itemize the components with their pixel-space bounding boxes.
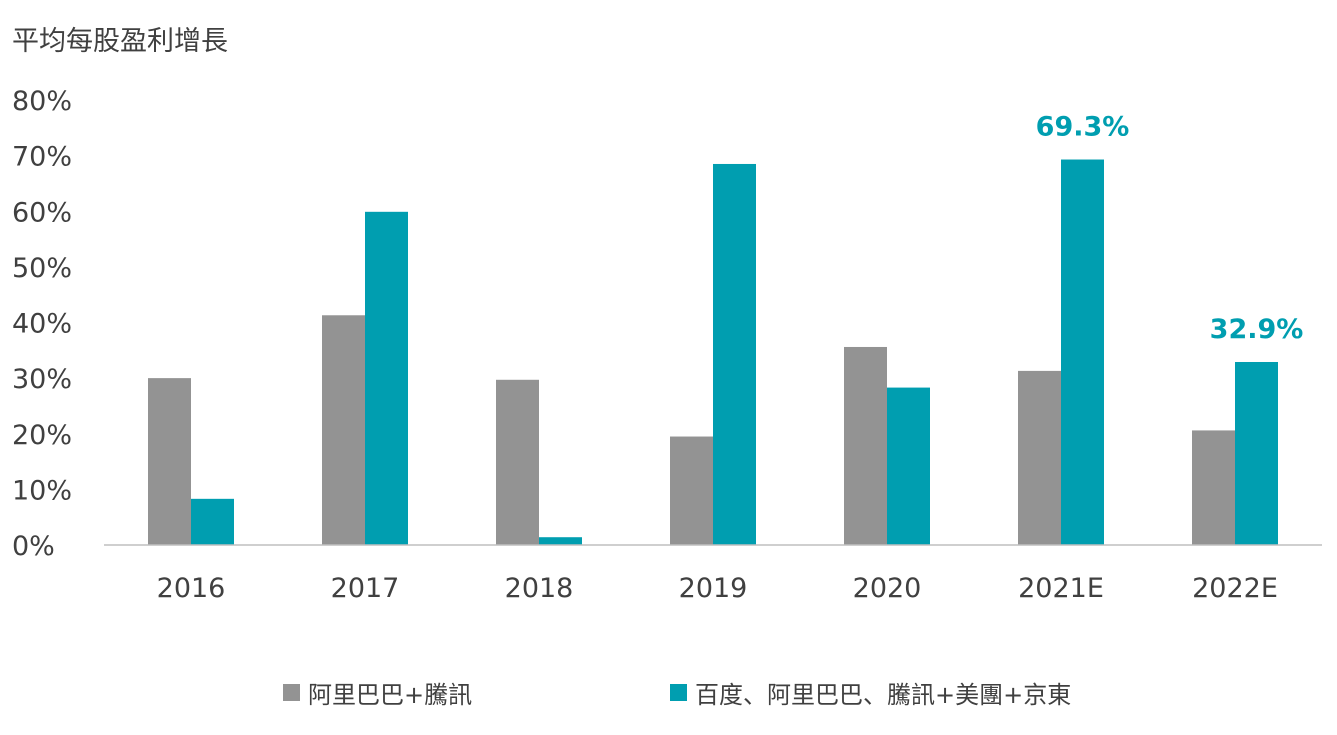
bar-2016-series-1 (148, 378, 191, 545)
legend-swatch-teal (670, 684, 687, 701)
bar-2022E-series-2 (1235, 361, 1278, 545)
legend-item-alibaba-tencent: 阿里巴巴+騰訊 (283, 675, 472, 710)
y-tick-label: 60% (12, 197, 72, 228)
x-tick-label: 2018 (505, 573, 574, 604)
bar-2022E-series-1 (1192, 430, 1235, 545)
bars-group (148, 159, 1278, 546)
x-tick-label: 2021E (1018, 573, 1104, 604)
y-tick-label: 80% (12, 86, 72, 117)
y-tick-label: 10% (12, 475, 72, 506)
legend: 阿里巴巴+騰訊 百度、阿里巴巴、騰訊+美團+京東 (0, 675, 1337, 715)
bar-2021E-series-1 (1018, 370, 1061, 545)
bar-chart: 平均每股盈利增長 0% 10% 20% 30% 40% 50% 60% 70% 80% 2016… (12, 26, 1322, 604)
bar-2020-series-1 (844, 346, 887, 545)
legend-label: 阿里巴巴+騰訊 (308, 681, 473, 709)
x-tick-label: 2022E (1192, 573, 1278, 604)
x-tick-label: 2019 (679, 573, 748, 604)
legend-label: 百度、阿里巴巴、騰訊+美團+京東 (695, 681, 1072, 709)
y-tick-label: 50% (12, 253, 72, 284)
y-tick-label: 20% (12, 420, 72, 451)
bar-2018-series-2 (539, 537, 582, 545)
data-label: 32.9% (1210, 314, 1304, 345)
legend-item-five-companies: 百度、阿里巴巴、騰訊+美團+京東 (670, 675, 1071, 710)
y-tick-label: 70% (12, 142, 72, 173)
bar-2019-series-2 (713, 163, 756, 545)
y-axis-ticks: 0% 10% 20% 30% 40% 50% 60% 70% 80% (12, 86, 72, 562)
data-label: 69.3% (1036, 112, 1130, 143)
bar-2017-series-2 (365, 211, 408, 545)
x-tick-label: 2020 (853, 573, 922, 604)
bar-2018-series-1 (496, 379, 539, 545)
y-tick-label: 0% (12, 531, 55, 562)
bar-2016-series-2 (191, 498, 234, 545)
x-axis-ticks: 2016 2017 2018 2019 2020 2021E 2022E (157, 573, 1278, 604)
data-labels: 69.3% 32.9% (1036, 112, 1304, 345)
y-tick-label: 40% (12, 309, 72, 340)
y-axis-title: 平均每股盈利增長 (12, 26, 228, 57)
bar-2019-series-1 (670, 436, 713, 545)
legend-swatch-gray (283, 684, 300, 701)
y-tick-label: 30% (12, 364, 72, 395)
x-tick-label: 2017 (331, 573, 400, 604)
x-tick-label: 2016 (157, 573, 226, 604)
bar-2020-series-2 (887, 387, 930, 545)
bar-2021E-series-2 (1061, 159, 1104, 546)
bar-2017-series-1 (322, 315, 365, 545)
